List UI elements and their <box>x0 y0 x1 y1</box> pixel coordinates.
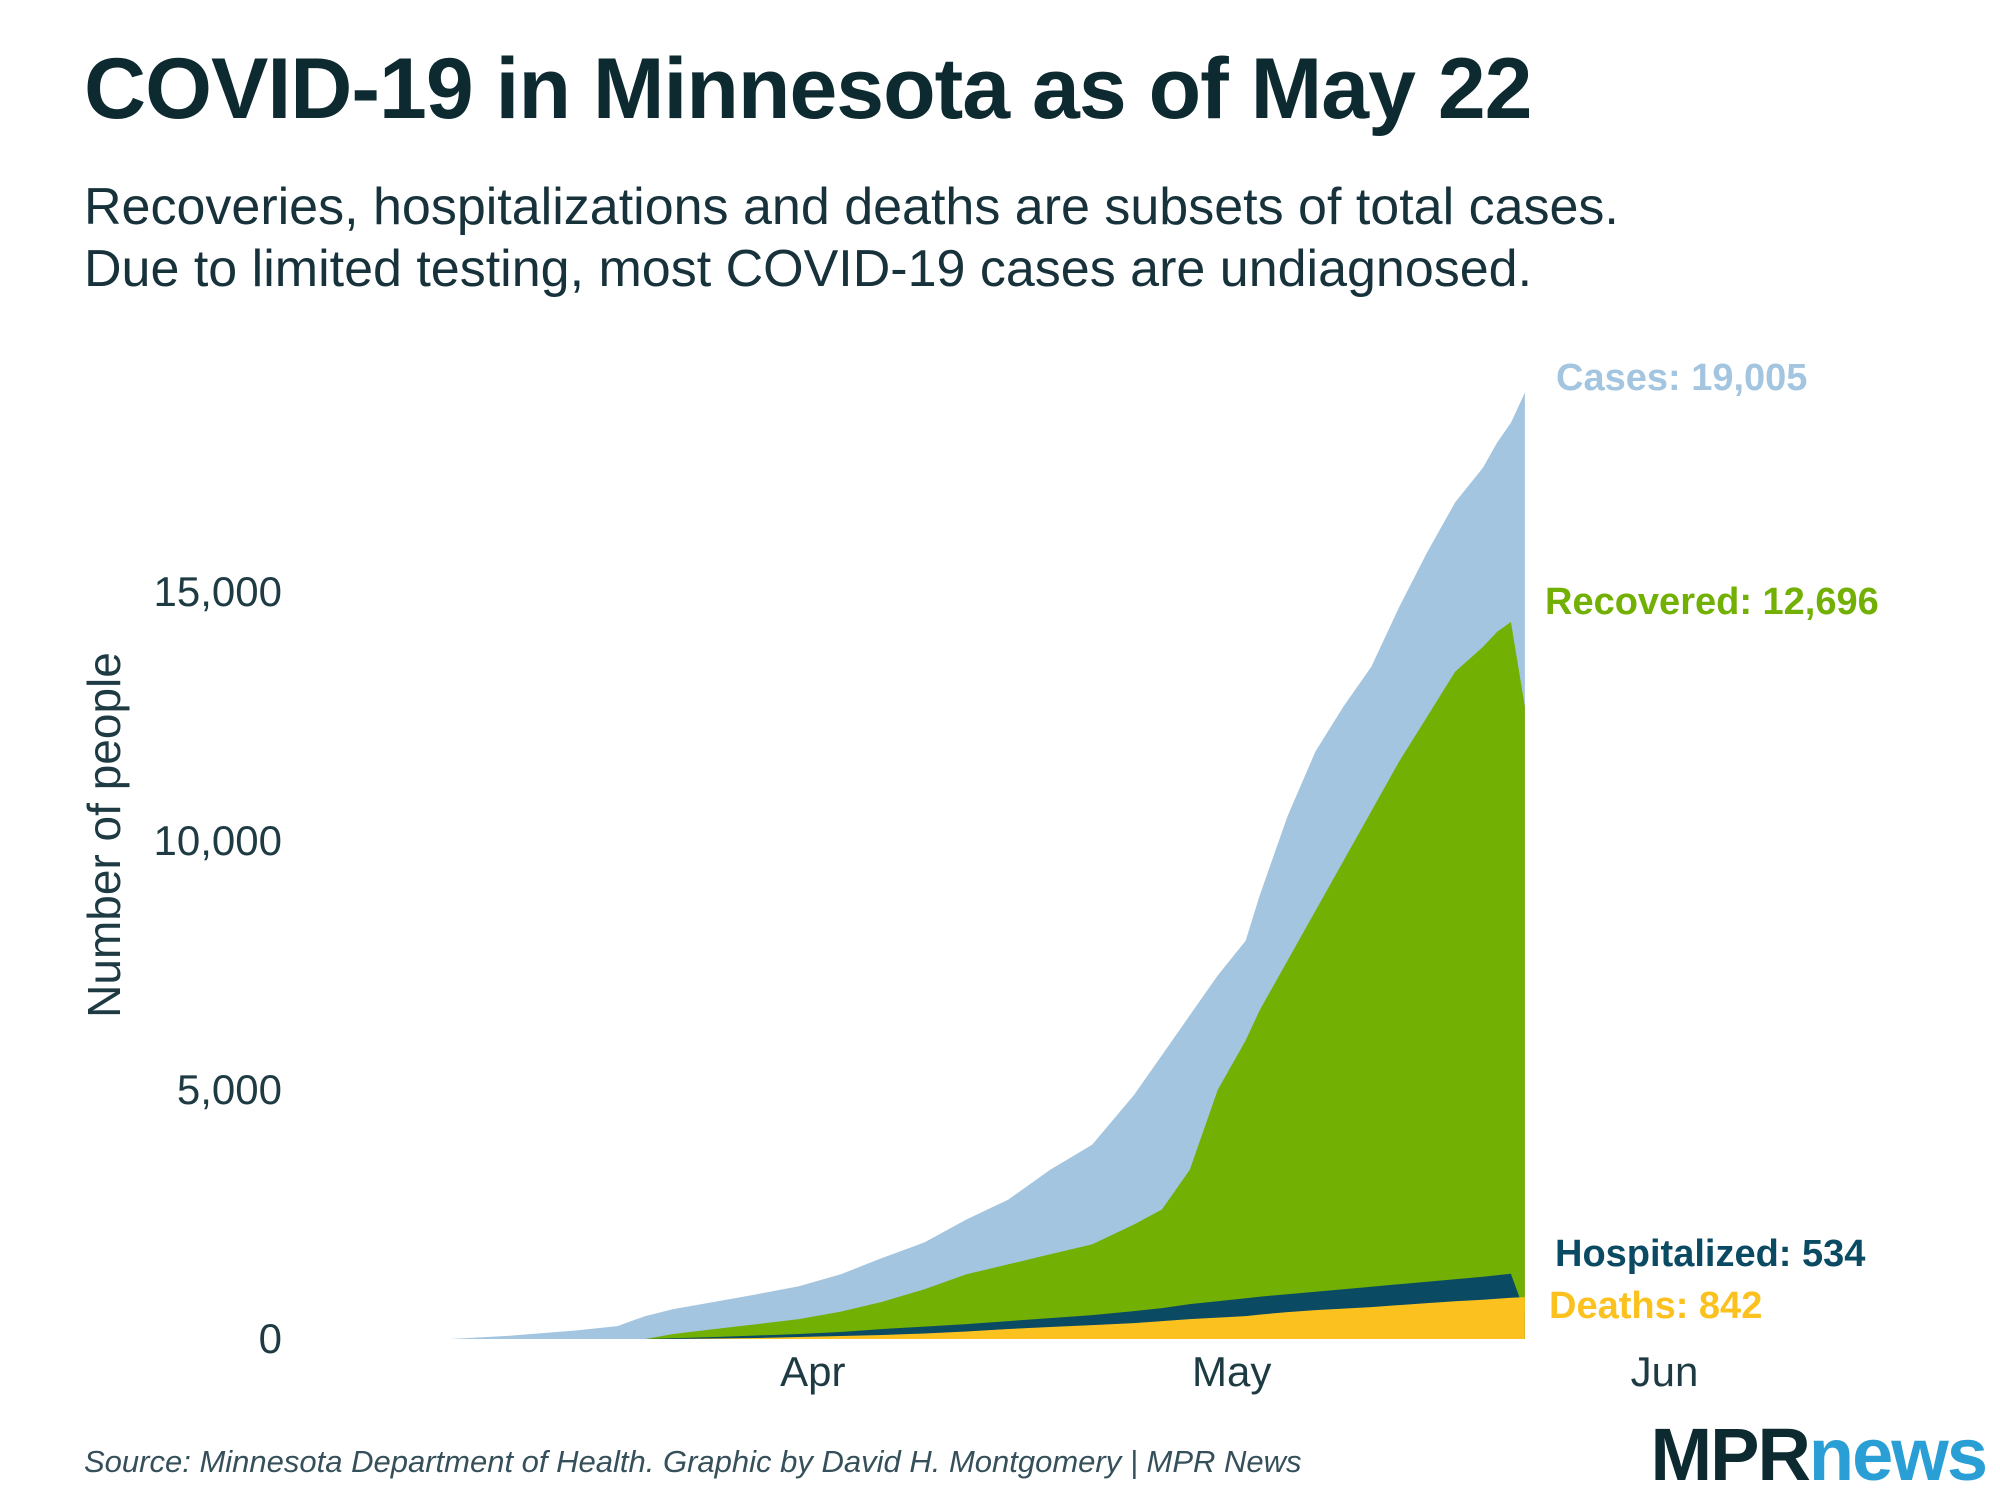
y-tick-label: 10,000 <box>154 817 282 864</box>
subtitle-line-1: Recoveries, hospitalizations and deaths … <box>84 178 1619 236</box>
subtitle-line-2: Due to limited testing, most COVID-19 ca… <box>84 240 1533 298</box>
series-label-cases: Cases: 19,005 <box>1556 357 1807 399</box>
x-tick-label: Jun <box>1631 1348 1699 1395</box>
mpr-news-logo: MPRnews <box>1650 1418 1988 1492</box>
x-tick-label: Apr <box>780 1348 845 1395</box>
y-tick-label: 15,000 <box>154 568 282 615</box>
source-note: Source: Minnesota Department of Health. … <box>84 1444 1302 1479</box>
chart-subtitle: Recoveries, hospitalizations and deaths … <box>84 176 1619 300</box>
y-tick-label: 5,000 <box>177 1066 282 1113</box>
y-tick-label: 0 <box>259 1315 282 1362</box>
logo-mpr: MPR <box>1650 1413 1810 1496</box>
series-label-deaths: Deaths: 842 <box>1549 1285 1762 1327</box>
chart-title: COVID-19 in Minnesota as of May 22 <box>84 41 1532 137</box>
series-label-hospitalized: Hospitalized: 534 <box>1555 1233 1865 1275</box>
series-label-recovered: Recovered: 12,696 <box>1545 581 1879 623</box>
y-axis-label: Number of people <box>78 652 130 1018</box>
area-recovered <box>449 622 1525 1339</box>
logo-news: news <box>1808 1413 1988 1496</box>
area-deaths <box>449 1297 1525 1339</box>
x-tick-label: May <box>1192 1348 1271 1395</box>
